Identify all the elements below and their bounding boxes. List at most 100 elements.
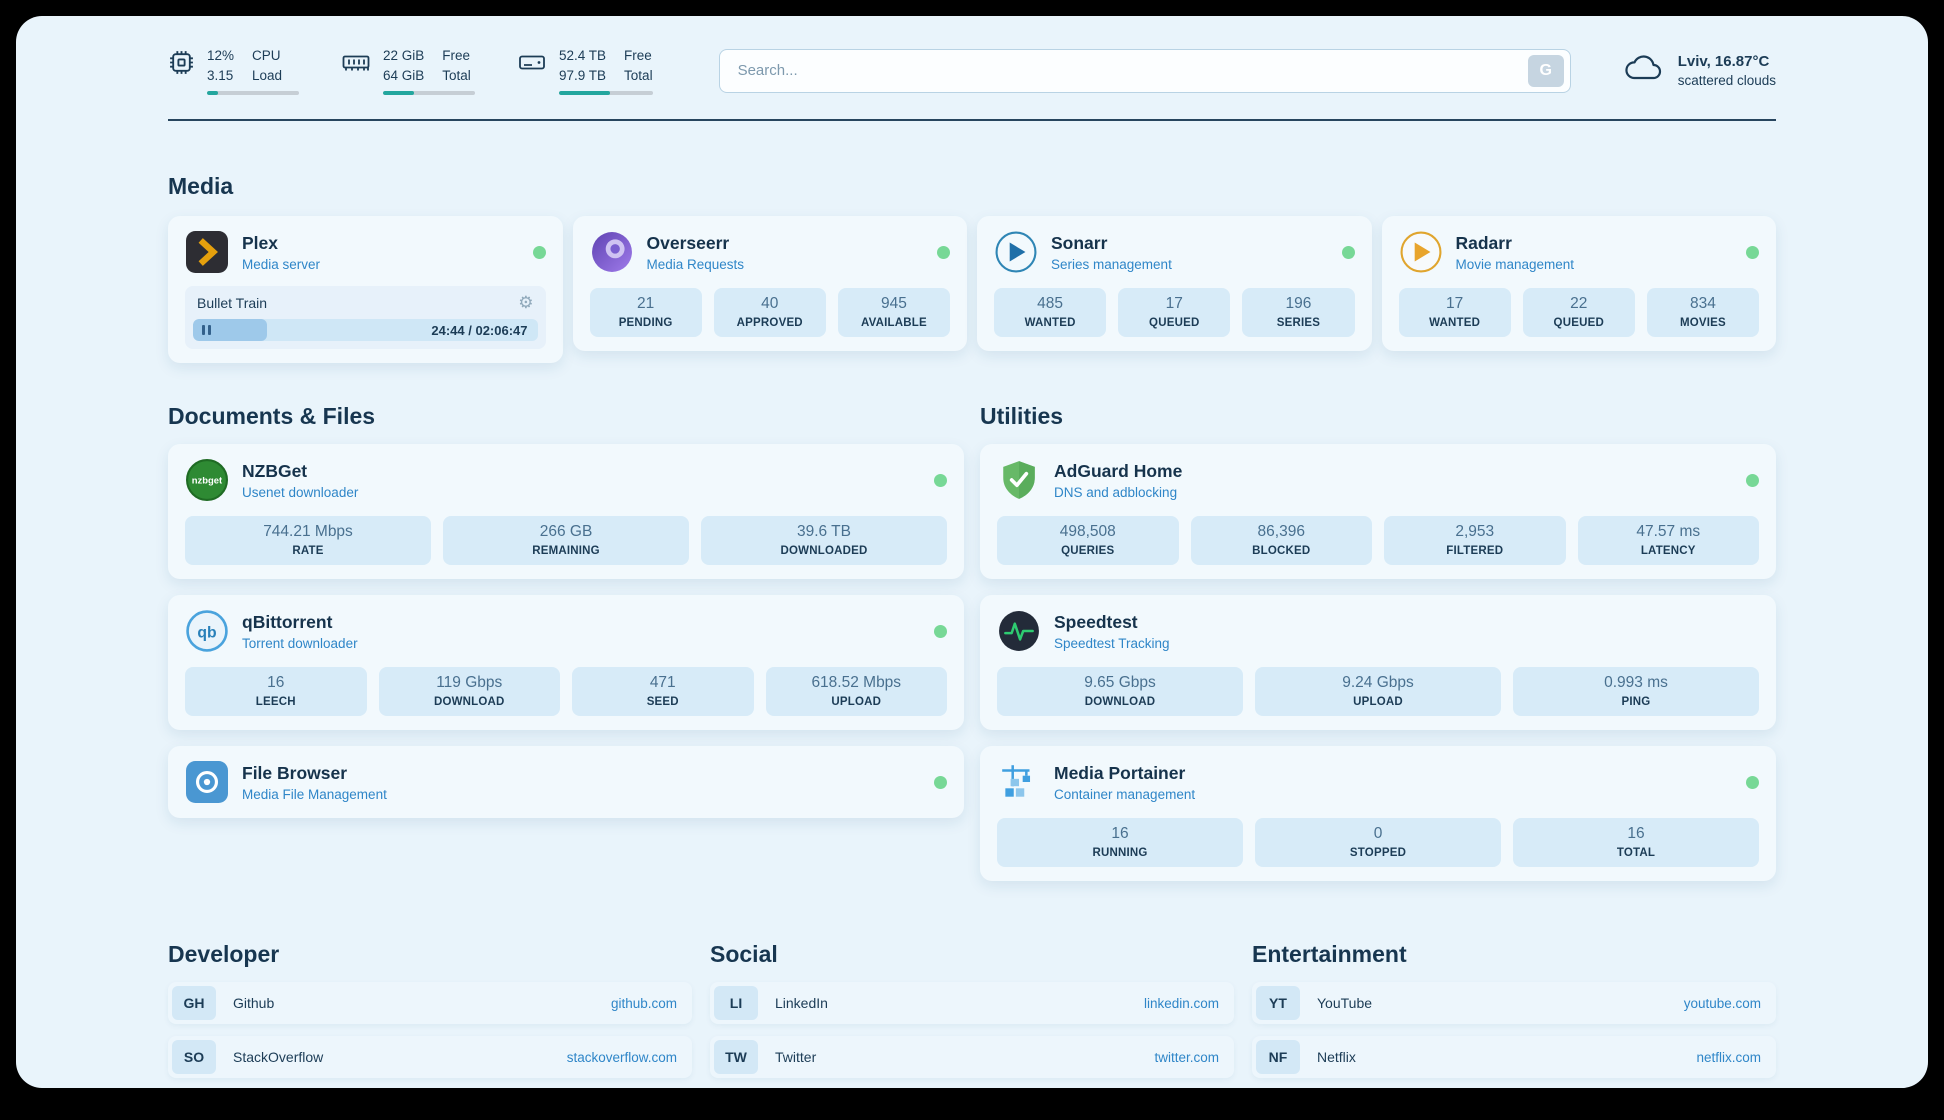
cpu-load-value: 3.15 [207, 67, 234, 83]
svg-text:qb: qb [197, 624, 216, 641]
link-abbr: SO [172, 1040, 216, 1075]
developer-links: Developer GH Github github.com SO StackO… [168, 941, 692, 1088]
stat-box: 744.21 Mbps RATE [185, 516, 431, 566]
link-url: youtube.com [1683, 995, 1761, 1011]
card-plex[interactable]: Plex Media server Bullet Train ⚙ 24:44 /… [168, 216, 563, 364]
topbar-divider [168, 119, 1776, 122]
card-subtitle: Media Requests [646, 256, 745, 272]
stat-box: 16 LEECH [185, 667, 367, 717]
disk-free-value: 52.4 TB [559, 48, 607, 63]
status-dot [532, 245, 546, 259]
stat-box: 86,396 BLOCKED [1190, 516, 1372, 566]
card-title: Sonarr [1051, 232, 1108, 253]
card-portainer[interactable]: Media Portainer Container management 16 … [980, 746, 1776, 882]
top-bar: 12% 3.15 CPU Load [168, 46, 1776, 96]
stat-box: 471 SEED [572, 667, 754, 717]
status-dot [934, 473, 947, 487]
playback-progress-bar[interactable]: 24:44 / 02:06:47 [193, 319, 538, 342]
documents-column: Documents & Files nzbget NZBGet Usenet d… [168, 363, 964, 834]
stat-box: 119 Gbps DOWNLOAD [378, 667, 560, 717]
utilities-column: Utilities AdGuard Home DNS and adblockin… [980, 363, 1776, 897]
link-item-twitter[interactable]: TW Twitter twitter.com [710, 1036, 1234, 1079]
link-name: Github [233, 995, 275, 1012]
stat-box: 9.65 Gbps DOWNLOAD [997, 667, 1243, 717]
cpu-load-label: Load [252, 67, 283, 83]
section-title-utilities: Utilities [980, 403, 1064, 430]
social-links: Social LI LinkedIn linkedin.com TW Twitt… [710, 941, 1234, 1088]
card-nzbget[interactable]: nzbget NZBGet Usenet downloader 744.21 M… [168, 444, 964, 580]
overseerr-icon [590, 230, 634, 274]
card-filebrowser[interactable]: File Browser Media File Management [168, 746, 964, 819]
search-bar: G [718, 48, 1571, 93]
stat-box: 0 STOPPED [1255, 818, 1501, 868]
media-grid: Plex Media server Bullet Train ⚙ 24:44 /… [168, 216, 1776, 364]
plex-now-playing: Bullet Train ⚙ 24:44 / 02:06:47 [185, 286, 546, 350]
card-title: Plex [242, 232, 278, 253]
status-dot [934, 775, 947, 789]
disk-total-label: Total [624, 67, 653, 83]
stat-box: 498,508 QUERIES [997, 516, 1179, 566]
disk-free-label: Free [624, 48, 652, 63]
stat-box: 834 MOVIES [1646, 288, 1760, 338]
card-subtitle: Media server [242, 256, 321, 272]
status-dot [934, 624, 947, 638]
stat-box: 39.6 TB DOWNLOADED [701, 516, 947, 566]
middle-columns: Documents & Files nzbget NZBGet Usenet d… [168, 363, 1776, 897]
link-abbr: TW [714, 1040, 758, 1075]
card-speedtest[interactable]: Speedtest Speedtest Tracking 9.65 Gbps D… [980, 595, 1776, 731]
dashboard-panel: 12% 3.15 CPU Load [16, 16, 1928, 1088]
card-subtitle: Series management [1051, 256, 1172, 272]
card-subtitle: Torrent downloader [242, 635, 358, 651]
link-item-github[interactable]: GH Github github.com [168, 982, 692, 1025]
entertainment-links: Entertainment YT YouTube youtube.com NF … [1252, 941, 1776, 1088]
card-adguard[interactable]: AdGuard Home DNS and adblocking 498,508 … [980, 444, 1776, 580]
ram-total-value: 64 GiB [383, 67, 425, 83]
card-radarr[interactable]: Radarr Movie management 17 WANTED 22 QUE… [1381, 216, 1776, 352]
pause-button[interactable] [193, 319, 268, 342]
link-item-youtube[interactable]: YT YouTube youtube.com [1252, 982, 1776, 1025]
stat-box: 266 GB REMAINING [443, 516, 689, 566]
stat-box: 9.24 Gbps UPLOAD [1255, 667, 1501, 717]
card-title: Speedtest [1054, 611, 1138, 632]
search-input[interactable] [735, 61, 1528, 81]
link-item-netflix[interactable]: NF Netflix netflix.com [1252, 1036, 1776, 1079]
speedtest-icon [997, 609, 1041, 653]
status-dot [937, 245, 950, 259]
status-dot [1746, 245, 1759, 259]
card-sonarr[interactable]: Sonarr Series management 485 WANTED 17 Q… [977, 216, 1372, 352]
qbittorrent-icon: qb [185, 609, 229, 653]
link-abbr: GH [172, 986, 216, 1021]
status-dot [1341, 245, 1355, 259]
section-title-social: Social [710, 941, 778, 968]
settings-icon[interactable]: ⚙ [518, 293, 534, 313]
ram-icon [341, 46, 371, 76]
card-title: Media Portainer [1054, 762, 1186, 783]
card-title: qBittorrent [242, 611, 333, 632]
stat-box: 2,953 FILTERED [1384, 516, 1566, 566]
portainer-icon [997, 760, 1041, 804]
section-title-documents: Documents & Files [168, 403, 376, 430]
cpu-label: CPU [252, 48, 281, 63]
link-name: YouTube [1317, 995, 1373, 1012]
card-title: Overseerr [646, 232, 730, 253]
card-subtitle: Movie management [1455, 256, 1575, 272]
stat-box: 17 WANTED [1398, 288, 1511, 338]
disk-progress-bar [559, 91, 653, 96]
stat-box: 40 APPROVED [713, 288, 826, 338]
section-title-developer: Developer [168, 941, 280, 968]
stat-box: 16 RUNNING [997, 818, 1243, 868]
card-qbittorrent[interactable]: qb qBittorrent Torrent downloader 16 LEE… [168, 595, 964, 731]
link-item-linkedin[interactable]: LI LinkedIn linkedin.com [710, 982, 1234, 1025]
filebrowser-icon [185, 760, 229, 804]
status-dot [1746, 473, 1759, 487]
card-title: File Browser [242, 762, 348, 783]
cpu-icon [168, 46, 195, 76]
search-engine-button[interactable]: G [1527, 54, 1564, 87]
link-url: twitter.com [1154, 1049, 1219, 1065]
disk-total-value: 97.9 TB [559, 67, 607, 83]
status-dot [1746, 775, 1759, 789]
link-item-stackoverflow[interactable]: SO StackOverflow stackoverflow.com [168, 1036, 692, 1079]
stat-box: 21 PENDING [589, 288, 702, 338]
card-overseerr[interactable]: Overseerr Media Requests 21 PENDING 40 A… [572, 216, 967, 352]
sonarr-icon [994, 230, 1038, 274]
